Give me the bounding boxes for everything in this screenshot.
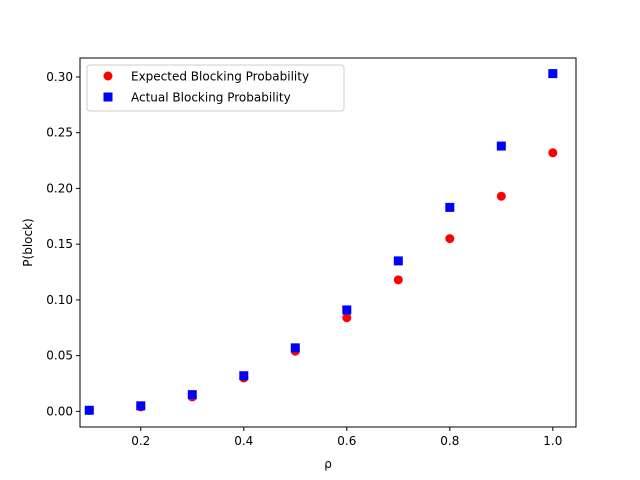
legend-label: Actual Blocking Probability — [131, 91, 291, 105]
y-tick-label: 0.00 — [46, 404, 73, 418]
actual-point — [342, 305, 352, 315]
actual-point — [84, 405, 94, 415]
y-axis-ticks: 0.00 0.05 0.10 0.15 0.20 0.25 0.30 — [46, 70, 80, 418]
expected-point — [548, 148, 558, 158]
y-tick-label: 0.25 — [46, 126, 73, 140]
x-tick-label: 0.2 — [131, 434, 150, 448]
actual-point — [496, 141, 506, 151]
y-tick-label: 0.15 — [46, 237, 73, 251]
x-axis-ticks: 0.2 0.4 0.6 0.8 1.0 — [131, 427, 562, 448]
x-tick-label: 0.4 — [234, 434, 253, 448]
actual-point — [445, 202, 455, 212]
y-axis-label: P(block) — [21, 218, 35, 266]
legend-marker-circle — [103, 71, 113, 81]
y-tick-label: 0.30 — [46, 70, 73, 84]
legend: Expected Blocking Probability Actual Bloc… — [86, 64, 345, 112]
x-axis-label: ρ — [324, 457, 332, 471]
actual-point — [239, 371, 249, 381]
actual-point — [548, 69, 558, 79]
actual-point — [187, 390, 197, 400]
actual-point — [393, 256, 403, 266]
actual-point — [136, 401, 146, 411]
expected-point — [342, 313, 352, 323]
expected-point — [445, 234, 455, 244]
x-tick-label: 0.8 — [440, 434, 459, 448]
y-tick-label: 0.10 — [46, 293, 73, 307]
plot-area — [84, 69, 558, 415]
legend-marker-square — [103, 92, 113, 102]
expected-point — [393, 275, 403, 285]
legend-label: Expected Blocking Probability — [131, 70, 309, 84]
y-tick-label: 0.05 — [46, 349, 73, 363]
y-tick-label: 0.20 — [46, 181, 73, 195]
x-tick-label: 1.0 — [543, 434, 562, 448]
expected-point — [496, 191, 506, 201]
axes-frame — [79, 57, 577, 428]
legend-box — [86, 64, 345, 112]
actual-point — [290, 343, 300, 353]
x-tick-label: 0.6 — [337, 434, 356, 448]
